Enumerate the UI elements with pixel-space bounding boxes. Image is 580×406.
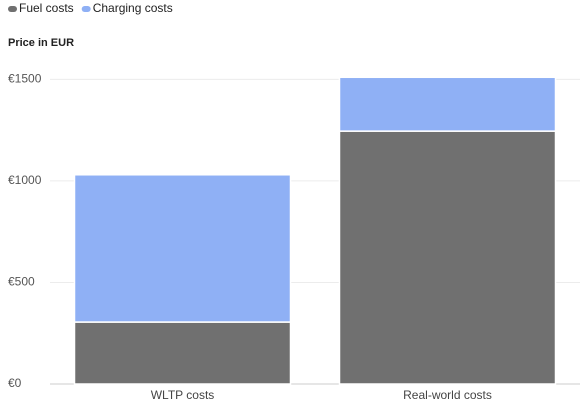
legend-label: Charging costs xyxy=(93,1,173,15)
legend-label: Fuel costs xyxy=(19,1,74,15)
bar-segment xyxy=(338,76,557,132)
bar-segment xyxy=(338,130,557,385)
y-tick-label: €500 xyxy=(8,275,35,289)
legend-swatch xyxy=(81,6,91,12)
y-axis-title: Price in EUR xyxy=(8,37,74,49)
bar-segment xyxy=(73,174,292,323)
y-tick-label: €1000 xyxy=(8,173,42,187)
y-tick-label: €0 xyxy=(8,376,22,390)
bar-segment xyxy=(73,321,292,385)
y-tick-label: €1500 xyxy=(8,71,42,85)
legend-swatch xyxy=(8,6,17,12)
x-tick-label: WLTP costs xyxy=(151,388,215,402)
x-tick-label: Real-world costs xyxy=(403,388,492,402)
